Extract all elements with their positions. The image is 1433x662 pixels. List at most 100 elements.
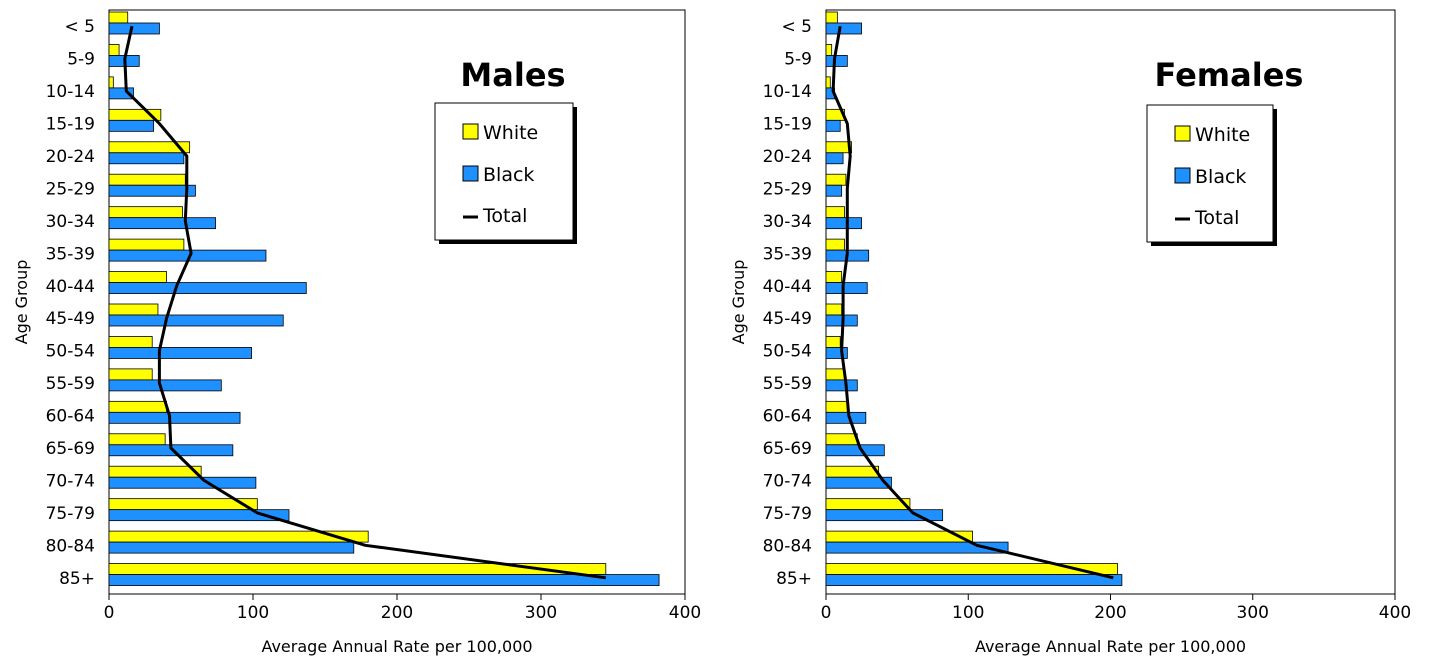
- x-axis-title: Average Annual Rate per 100,000: [261, 637, 532, 656]
- tick-label-x: 300: [525, 603, 557, 623]
- plot-frame: [825, 9, 1396, 595]
- bar-white-5: [108, 173, 186, 186]
- legend: White Black Total: [434, 102, 577, 244]
- tick-label-y: 35-39: [763, 244, 812, 264]
- bar-white-13: [825, 433, 858, 446]
- tick-label-y: 35-39: [46, 244, 95, 264]
- bar-white-12: [108, 400, 167, 413]
- tick-label-y: 30-34: [46, 212, 95, 232]
- series-total-line: [831, 25, 1114, 580]
- tick-label-y: 30-34: [763, 212, 812, 232]
- bar-white-11: [108, 368, 153, 381]
- bar-white-9: [108, 303, 159, 316]
- legend-swatch-black: [1174, 167, 1191, 184]
- tick-label-y: 5-9: [784, 50, 812, 70]
- bar-black-14: [108, 476, 257, 489]
- bar-black-17: [108, 574, 660, 586]
- bar-white-1: [108, 44, 120, 56]
- bar-black-15: [825, 509, 944, 522]
- legend-label-black: Black: [1195, 166, 1246, 188]
- bar-white-7: [108, 238, 185, 251]
- bar-black-5: [108, 184, 196, 197]
- tick-label-y: 85+: [59, 569, 95, 589]
- bar-black-16: [825, 541, 1009, 554]
- bar-black-12: [825, 411, 867, 424]
- tick-label-y: 50-54: [763, 342, 812, 362]
- bar-black-12: [108, 411, 241, 424]
- bar-white-7: [825, 238, 845, 251]
- tick-label-x: 300: [1237, 603, 1269, 623]
- tick-label-y: 40-44: [763, 277, 812, 297]
- bar-white-0: [825, 11, 838, 24]
- tick-label-x: 0: [104, 603, 115, 623]
- tick-label-x: 0: [821, 603, 832, 623]
- panel-females: < 5 5-9 10-14 15-19 20-24 25-29 30-34 35-39 40-4…: [729, 9, 1411, 656]
- legend-label-white: White: [483, 122, 538, 144]
- tick-label-y: 75-79: [763, 504, 812, 524]
- bar-black-3: [825, 119, 841, 132]
- bar-black-16: [108, 541, 355, 554]
- tick-label-y: 20-24: [763, 147, 812, 167]
- bar-white-0: [108, 11, 129, 24]
- tick-label-y: < 5: [65, 17, 95, 37]
- bar-black-5: [825, 184, 843, 197]
- bar-white-1: [825, 44, 833, 56]
- bar-black-4: [825, 152, 844, 165]
- bar-black-17: [825, 574, 1123, 586]
- plot-frame: [108, 9, 686, 595]
- tick-label-y: 65-69: [763, 439, 812, 459]
- tick-label-y: 45-49: [46, 309, 95, 329]
- y-axis-title: Age Group: [729, 260, 748, 345]
- bar-white-8: [108, 271, 167, 283]
- tick-label-y: 25-29: [46, 179, 95, 199]
- bar-black-1: [825, 55, 848, 67]
- tick-label-y: 70-74: [46, 471, 95, 491]
- legend-swatch-black: [462, 165, 479, 182]
- legend-label-black: Black: [483, 164, 534, 186]
- tick-label-x: 400: [669, 603, 701, 623]
- bar-black-10: [825, 347, 848, 359]
- tick-label-y: 10-14: [46, 82, 95, 102]
- bar-black-3: [108, 119, 155, 132]
- tick-label-x: 200: [1094, 603, 1126, 623]
- tick-label-x: 100: [952, 603, 984, 623]
- bar-black-11: [825, 379, 858, 392]
- tick-label-y: 55-59: [763, 374, 812, 394]
- bar-black-8: [825, 282, 868, 294]
- tick-label-y: 15-19: [763, 115, 812, 135]
- bar-white-8: [825, 271, 843, 283]
- bar-white-2: [825, 76, 831, 89]
- tick-label-y: 40-44: [46, 277, 95, 297]
- tick-label-x: 200: [381, 603, 413, 623]
- tick-label-y: 85+: [776, 569, 812, 589]
- legend-swatch-white: [462, 123, 479, 140]
- x-axis-title: Average Annual Rate per 100,000: [975, 637, 1246, 656]
- tick-label-y: 5-9: [67, 50, 95, 70]
- bar-white-16: [108, 530, 369, 543]
- bar-black-13: [825, 444, 885, 457]
- chart-title: Females: [1155, 56, 1304, 94]
- legend-swatch-white: [1174, 125, 1191, 142]
- bar-white-15: [825, 498, 911, 511]
- bar-white-6: [825, 206, 845, 219]
- chart-title: Males: [460, 56, 565, 94]
- bar-black-0: [825, 22, 862, 35]
- y-axis-title: Age Group: [12, 260, 31, 345]
- bar-black-2: [108, 87, 134, 100]
- tick-label-y: 45-49: [763, 309, 812, 329]
- legend-label-total: Total: [1194, 207, 1239, 229]
- tick-label-y: 20-24: [46, 147, 95, 167]
- legend-box: [434, 102, 574, 241]
- bar-white-12: [825, 400, 848, 413]
- bar-black-0: [108, 22, 160, 35]
- bar-white-5: [825, 173, 847, 186]
- bar-black-11: [108, 379, 222, 392]
- bar-black-15: [108, 509, 290, 522]
- legend: White Black Total: [1146, 104, 1277, 246]
- tick-label-y: < 5: [782, 17, 812, 37]
- legend-box: [1146, 104, 1274, 243]
- legend-label-total: Total: [482, 205, 527, 227]
- panel-males: < 5 5-9 10-14 15-19 20-24 25-29 30-34 35-39 40-4…: [12, 9, 701, 656]
